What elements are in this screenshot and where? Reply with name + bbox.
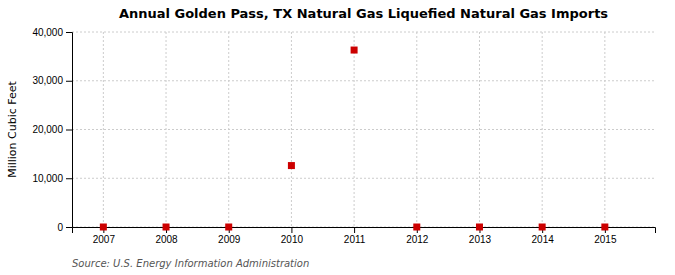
tick: 20,000: [32, 124, 72, 135]
plot: 2007 2008 2009 2010 2011 2012 2013 2014 2015 0 10,…: [32, 27, 655, 245]
tick-label: 2011: [344, 234, 366, 245]
grid-line-y: [72, 32, 655, 33]
tick-label: 2010: [281, 234, 304, 245]
tick-label: 2007: [93, 234, 116, 245]
grid: [72, 32, 655, 227]
point: [539, 224, 546, 231]
tick-mark: [66, 130, 72, 131]
tick-mark: [66, 32, 72, 33]
tick-label: 2009: [218, 234, 241, 245]
y-axis-title: Million Cubic Feet: [6, 80, 19, 177]
point: [288, 162, 295, 169]
point: [413, 224, 420, 231]
grid-line-x: [103, 32, 104, 227]
tick-label: 10,000: [32, 173, 63, 184]
x-axis: 2007 2008 2009 2010 2011 2012 2013 2014 2015: [73, 227, 656, 245]
tick: 10,000: [32, 173, 72, 184]
tick-label: 2014: [532, 234, 555, 245]
point: [476, 224, 483, 231]
marks: [100, 47, 609, 231]
tick: 2011: [344, 227, 366, 245]
grid-line-y: [72, 80, 655, 81]
tick: 30,000: [32, 75, 72, 86]
axis-line: [66, 33, 73, 228]
tick-mark: [66, 81, 72, 82]
y-axis: 0 10,000 20,000 30,000 40,000: [32, 27, 72, 233]
axis-line: [73, 228, 656, 234]
tick-mark: [66, 178, 72, 179]
point: [163, 224, 170, 231]
tick-mark: [66, 227, 72, 228]
tick-label: 2008: [155, 234, 178, 245]
point: [351, 47, 358, 54]
tick-mark: [291, 227, 292, 233]
tick: 40,000: [32, 27, 72, 38]
point: [225, 224, 232, 231]
tick-label: 2013: [469, 234, 492, 245]
point: [100, 224, 107, 231]
title: Annual Golden Pass, TX Natural Gas Lique…: [119, 6, 608, 21]
source: Source: U.S. Energy Information Administ…: [72, 258, 309, 269]
chart: 2007 2008 2009 2010 2011 2012 2013 2014 2015 0 10,…: [0, 0, 675, 275]
tick-label: 30,000: [32, 75, 63, 86]
grid-line-y: [72, 129, 655, 130]
point: [601, 224, 608, 231]
tick-label: 40,000: [32, 27, 63, 38]
tick-label: 20,000: [32, 124, 63, 135]
tick-label: 2015: [594, 234, 617, 245]
tick-label: 2012: [406, 234, 429, 245]
tick: 2010: [281, 227, 304, 245]
tick-label: 0: [57, 222, 63, 233]
tick: 0: [57, 222, 72, 233]
tick-mark: [354, 227, 355, 233]
grid-line-x: [479, 32, 480, 227]
grid-line-y: [72, 178, 655, 179]
grid-line-x: [291, 32, 292, 227]
